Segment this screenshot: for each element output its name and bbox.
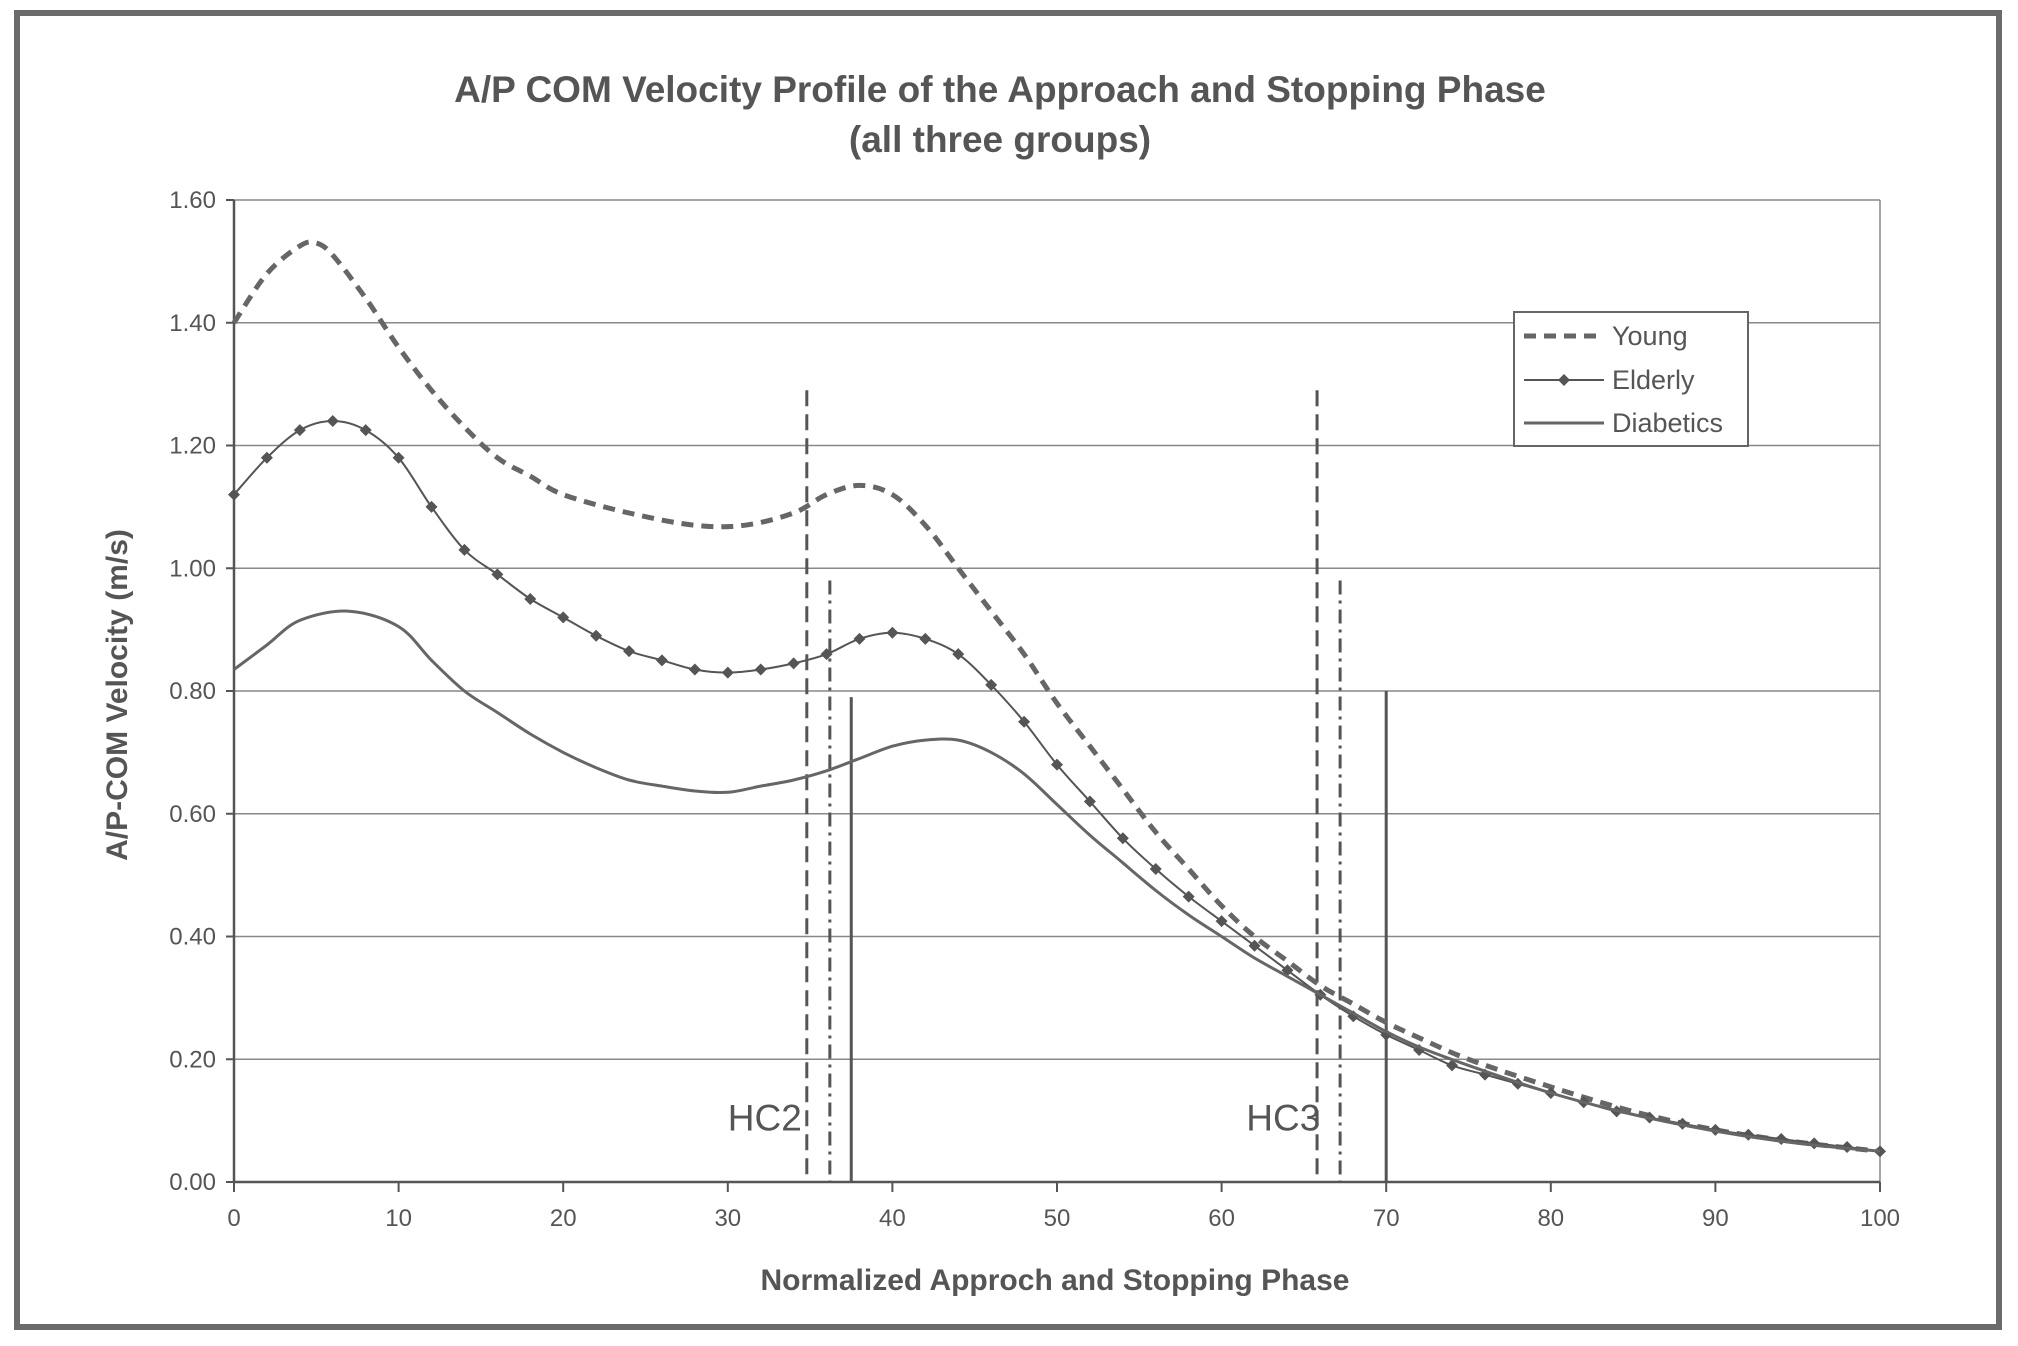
data-point-elderly bbox=[293, 424, 306, 437]
x-axis-ticks: 0 10 20 30 40 50 60 70 80 90 100 bbox=[227, 1182, 1900, 1232]
data-point-elderly bbox=[260, 451, 273, 464]
annotation-hc2: HC2 bbox=[728, 1098, 802, 1139]
data-point-elderly bbox=[754, 663, 767, 676]
data-point-elderly bbox=[1874, 1145, 1886, 1158]
y-tick-label: 0.00 bbox=[169, 1169, 216, 1196]
x-tick-label: 50 bbox=[1044, 1205, 1071, 1232]
y-tick-label: 0.20 bbox=[169, 1046, 216, 1073]
x-tick-label: 20 bbox=[550, 1205, 577, 1232]
heel-contact-lines bbox=[805, 390, 1388, 1182]
data-point-elderly bbox=[557, 611, 570, 624]
data-point-elderly bbox=[1083, 795, 1096, 808]
data-point-elderly bbox=[853, 632, 866, 645]
data-point-elderly bbox=[985, 678, 998, 691]
data-point-elderly bbox=[1018, 715, 1031, 728]
y-axis-title: A/P-COM Velocity (m/s) bbox=[101, 529, 134, 861]
legend-label-young: Young bbox=[1612, 321, 1688, 351]
y-tick-label: 1.60 bbox=[169, 187, 216, 214]
y-axis-ticks: 0.00 0.20 0.40 0.60 0.80 1.00 1.20 1.40 1.60 bbox=[169, 187, 234, 1196]
data-point-elderly bbox=[228, 488, 240, 501]
x-tick-label: 30 bbox=[714, 1205, 741, 1232]
data-point-elderly bbox=[590, 629, 603, 642]
x-tick-label: 10 bbox=[385, 1205, 412, 1232]
series-line-diabetics bbox=[233, 609, 1881, 1153]
data-point-elderly bbox=[623, 645, 636, 658]
y-tick-label: 0.60 bbox=[169, 801, 216, 828]
y-tick-label: 0.80 bbox=[169, 678, 216, 705]
x-tick-label: 0 bbox=[227, 1205, 240, 1232]
data-point-elderly bbox=[919, 632, 932, 645]
y-tick-label: 0.40 bbox=[169, 924, 216, 951]
x-tick-label: 100 bbox=[1860, 1205, 1900, 1232]
data-point-elderly bbox=[1116, 832, 1129, 845]
data-point-elderly bbox=[655, 654, 668, 667]
x-tick-label: 90 bbox=[1702, 1205, 1729, 1232]
data-point-elderly bbox=[491, 568, 504, 581]
legend-label-elderly: Elderly bbox=[1612, 365, 1695, 395]
data-point-elderly bbox=[1051, 758, 1063, 771]
data-point-elderly bbox=[1446, 1059, 1459, 1072]
x-axis-title: Normalized Approch and Stopping Phase bbox=[761, 1264, 1350, 1297]
y-tick-label: 1.00 bbox=[169, 555, 216, 582]
x-tick-label: 80 bbox=[1537, 1205, 1564, 1232]
x-tick-label: 70 bbox=[1373, 1205, 1400, 1232]
legend: Young Elderly Diabetics bbox=[1513, 311, 1749, 447]
data-point-elderly bbox=[886, 626, 899, 639]
data-series bbox=[228, 239, 1886, 1158]
legend-marker-elderly bbox=[1558, 374, 1570, 386]
y-tick-label: 1.40 bbox=[169, 310, 216, 337]
chart-title: A/P COM Velocity Profile of the Approach… bbox=[454, 69, 1546, 110]
x-tick-label: 60 bbox=[1208, 1205, 1235, 1232]
data-point-elderly bbox=[688, 663, 701, 676]
data-point-elderly bbox=[721, 666, 734, 679]
data-point-elderly bbox=[326, 414, 339, 427]
annotations: HC2 HC3 bbox=[728, 1098, 1321, 1139]
chart-subtitle: (all three groups) bbox=[849, 119, 1151, 160]
data-point-elderly bbox=[1248, 939, 1261, 952]
annotation-hc3: HC3 bbox=[1246, 1098, 1320, 1139]
x-tick-label: 40 bbox=[879, 1205, 906, 1232]
chart-frame bbox=[14, 10, 2002, 1330]
data-point-elderly bbox=[359, 424, 372, 437]
data-point-elderly bbox=[1215, 915, 1228, 928]
data-point-elderly bbox=[1149, 862, 1162, 875]
data-point-elderly bbox=[820, 648, 833, 661]
data-point-elderly bbox=[392, 451, 405, 464]
series-line-elderly bbox=[233, 419, 1881, 1153]
data-point-elderly bbox=[1182, 890, 1195, 903]
data-point-elderly bbox=[952, 648, 965, 661]
series-line-young bbox=[231, 239, 1881, 1154]
data-point-elderly bbox=[425, 500, 438, 513]
data-point-elderly bbox=[458, 543, 471, 556]
legend-label-diabetics: Diabetics bbox=[1612, 408, 1723, 438]
data-point-elderly bbox=[787, 657, 800, 670]
y-tick-label: 1.20 bbox=[169, 433, 216, 460]
data-point-elderly bbox=[524, 592, 537, 605]
